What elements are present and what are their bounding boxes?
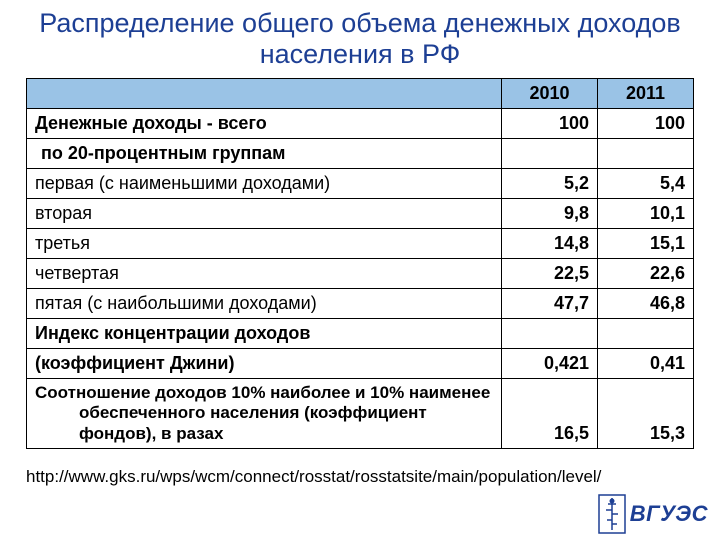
- row-value: 5,4: [598, 169, 694, 199]
- row-value: 47,7: [502, 289, 598, 319]
- logo-text: ВГУЭС: [630, 501, 708, 527]
- row-label: Денежные доходы - всего: [27, 109, 502, 139]
- row-value: [598, 139, 694, 169]
- table-row: Денежные доходы - всего 100 100: [27, 109, 694, 139]
- source-url: http://www.gks.ru/wps/wcm/connect/rossta…: [26, 467, 694, 487]
- table-row: третья 14,8 15,1: [27, 229, 694, 259]
- logo-emblem-icon: [598, 494, 626, 534]
- table-header-row: 2010 2011: [27, 79, 694, 109]
- row-value: 0,41: [598, 349, 694, 379]
- page-title: Распределение общего объема денежных дох…: [26, 8, 694, 70]
- row-label: Соотношение доходов 10% наиболее и 10% н…: [27, 379, 502, 449]
- table-row: четвертая 22,5 22,6: [27, 259, 694, 289]
- table-row: первая (с наименьшими доходами) 5,2 5,4: [27, 169, 694, 199]
- row-value: 10,1: [598, 199, 694, 229]
- row-value: 5,2: [502, 169, 598, 199]
- row-label: четвертая: [27, 259, 502, 289]
- table-row: Индекс концентрации доходов: [27, 319, 694, 349]
- row-value: [502, 139, 598, 169]
- row-value: [502, 319, 598, 349]
- table-row: (коэффициент Джини) 0,421 0,41: [27, 349, 694, 379]
- row-value: 100: [502, 109, 598, 139]
- university-logo: ВГУЭС: [598, 494, 708, 534]
- table-header-year: 2010: [502, 79, 598, 109]
- row-value: 0,421: [502, 349, 598, 379]
- row-label: (коэффициент Джини): [27, 349, 502, 379]
- row-value: 16,5: [502, 379, 598, 449]
- row-label: третья: [27, 229, 502, 259]
- row-value: 46,8: [598, 289, 694, 319]
- row-label: вторая: [27, 199, 502, 229]
- row-value: 9,8: [502, 199, 598, 229]
- row-label: Индекс концентрации доходов: [27, 319, 502, 349]
- table-row: пятая (с наибольшими доходами) 47,7 46,8: [27, 289, 694, 319]
- row-value: 22,6: [598, 259, 694, 289]
- table-row: вторая 9,8 10,1: [27, 199, 694, 229]
- row-value: 22,5: [502, 259, 598, 289]
- row-value: 15,1: [598, 229, 694, 259]
- table-header-year: 2011: [598, 79, 694, 109]
- table-row: Соотношение доходов 10% наиболее и 10% н…: [27, 379, 694, 449]
- row-value: 14,8: [502, 229, 598, 259]
- row-value: 15,3: [598, 379, 694, 449]
- income-distribution-table: 2010 2011 Денежные доходы - всего 100 10…: [26, 78, 694, 449]
- row-label: пятая (с наибольшими доходами): [27, 289, 502, 319]
- row-value: [598, 319, 694, 349]
- table-header-blank: [27, 79, 502, 109]
- row-label: по 20-процентным группам: [27, 139, 502, 169]
- table-row: по 20-процентным группам: [27, 139, 694, 169]
- row-value: 100: [598, 109, 694, 139]
- row-label: первая (с наименьшими доходами): [27, 169, 502, 199]
